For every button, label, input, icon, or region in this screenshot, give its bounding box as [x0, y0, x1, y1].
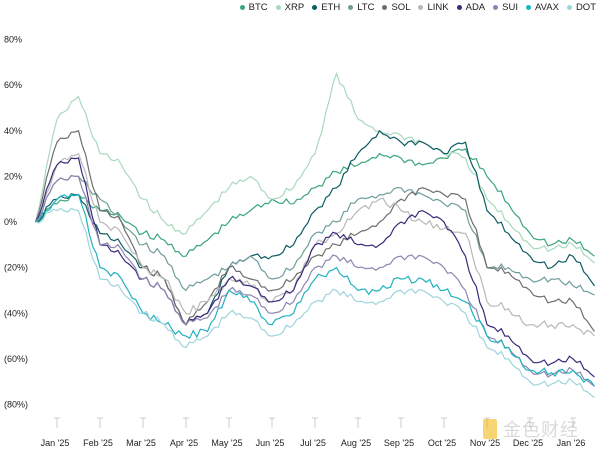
x-tick-label: May '25 [211, 438, 242, 448]
series-line-btc [35, 148, 595, 257]
legend-dot-icon [456, 4, 462, 10]
legend-label: ETH [321, 1, 341, 13]
legend-dot-icon [526, 4, 531, 10]
x-tick-label: Apr '25 [170, 438, 198, 448]
x-tick-label: Jan '26 [557, 438, 586, 448]
series-line-xrp [34, 71, 595, 264]
watermark-text: 金色财经 [503, 420, 579, 440]
legend-item-sol[interactable]: SOL [382, 2, 410, 13]
x-tick-label: Aug '25 [341, 438, 371, 448]
legend-dot-icon [493, 4, 499, 10]
y-tick-label: 80% [4, 35, 22, 45]
legend-item-ltc[interactable]: LTC [348, 2, 374, 13]
series-line-avax [35, 193, 595, 387]
y-tick-label: (20%) [4, 263, 28, 273]
y-tick-label: 40% [4, 126, 22, 136]
y-tick-label: (40%) [4, 308, 28, 318]
legend-item-link[interactable]: LINK [418, 1, 449, 13]
legend-item-xrp[interactable]: XRP [275, 1, 305, 13]
y-tick-label: (80%) [4, 400, 28, 410]
legend-item-sui[interactable]: SUI [493, 2, 518, 13]
y-tick-label: 60% [4, 80, 22, 90]
legend-dot-icon [348, 4, 354, 10]
legend-label: LTC [357, 1, 375, 13]
logo-mark-icon [483, 419, 497, 439]
x-tick-label: Mar '25 [126, 438, 156, 448]
y-tick-label: 20% [4, 171, 22, 181]
y-tick-label: (60%) [4, 354, 28, 364]
legend-label: BTC [248, 1, 268, 13]
legend-item-eth[interactable]: ETH [312, 2, 340, 13]
x-tick-label: Oct '25 [428, 438, 456, 448]
legend-dot-icon [382, 4, 388, 10]
legend-label: DOT [575, 1, 596, 13]
x-tick-label: Jul '25 [300, 438, 326, 448]
series-line-ltc [35, 174, 595, 296]
x-tick-label: Dec '25 [513, 438, 543, 448]
y-tick-label: 0% [4, 217, 17, 227]
legend-label: XRP [284, 1, 305, 13]
legend-label: ADA [465, 1, 486, 13]
legend-dot-icon [275, 4, 281, 10]
legend-dot-icon [239, 4, 245, 10]
legend-label: SOL [391, 1, 411, 13]
legend-label: AVAX [535, 1, 559, 13]
x-tick-label: Jun '25 [256, 438, 285, 448]
legend-label: SUI [502, 1, 518, 13]
series-line-eth [35, 129, 595, 326]
legend-dot-icon [312, 4, 318, 10]
series-line-ada [34, 157, 595, 378]
x-tick-label: Nov '25 [470, 438, 500, 448]
legend-dot-icon [418, 4, 424, 10]
legend-item-avax[interactable]: AVAX [526, 2, 559, 13]
x-tick-label: Jan '25 [41, 438, 70, 448]
legend-item-btc[interactable]: BTC [239, 1, 268, 13]
legend-item-dot[interactable]: DOT [566, 1, 596, 13]
x-tick-label: Sep '25 [384, 438, 414, 448]
series-line-sol [34, 130, 595, 332]
series-line-dot [35, 207, 595, 399]
legend: BTC XRP ETH LTC SOL LINK ADA SUI AVAX DOT [239, 0, 596, 14]
x-tick-label: Feb '25 [83, 438, 113, 448]
watermark-logo: 金色财经 [483, 416, 579, 442]
legend-dot-icon [566, 4, 572, 10]
legend-item-ada[interactable]: ADA [456, 1, 486, 13]
legend-label: LINK [427, 1, 449, 13]
